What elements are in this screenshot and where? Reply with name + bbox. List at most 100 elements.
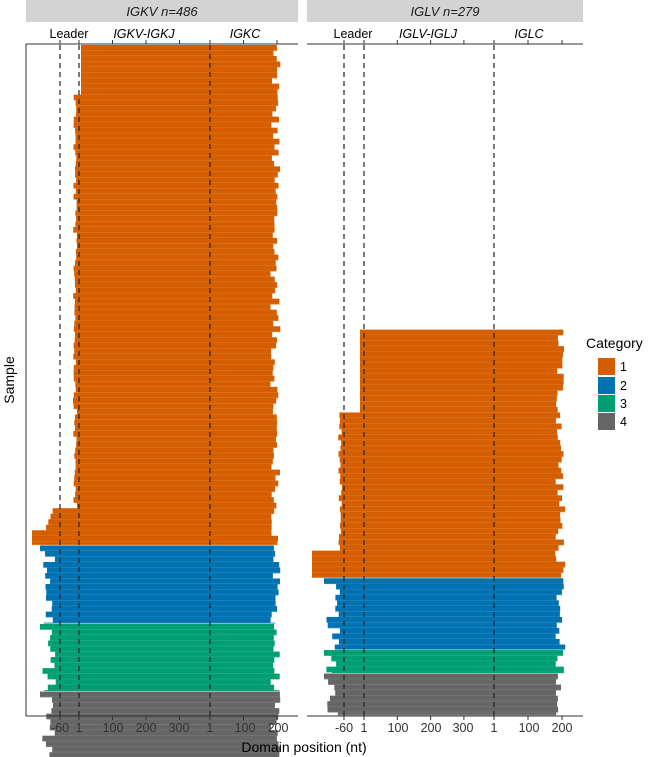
sample-bar — [74, 276, 275, 283]
sample-bar — [360, 395, 557, 402]
tick-label: 1 — [207, 721, 214, 735]
sample-bar — [47, 684, 275, 691]
sample-bar — [324, 650, 564, 656]
sample-bar — [73, 480, 279, 487]
sample-bar — [40, 545, 274, 552]
sample-bar — [338, 639, 560, 645]
sample-bar — [53, 702, 275, 709]
sample-bar — [73, 193, 278, 200]
sample-bar — [338, 539, 564, 546]
sample-bar — [76, 436, 276, 443]
sample-bar — [75, 138, 280, 145]
sample-bar — [73, 342, 277, 349]
sample-bar — [326, 616, 563, 623]
sample-bar — [75, 166, 281, 173]
legend-label-2: 2 — [620, 379, 627, 393]
sample-bar — [360, 340, 559, 347]
strip-background-iglv — [307, 0, 583, 22]
sample-bar — [75, 100, 279, 106]
sample-bar — [341, 440, 561, 446]
sample-bar — [73, 431, 278, 437]
sample-bar — [73, 364, 274, 371]
sample-bar — [52, 697, 281, 703]
legend-swatch-2 — [598, 377, 615, 394]
sample-bar — [338, 467, 562, 474]
sample-bar — [75, 315, 279, 322]
sample-bar — [55, 651, 280, 658]
sample-bar — [75, 381, 271, 388]
sample-bar — [73, 94, 278, 101]
sample-bar — [52, 746, 280, 753]
sample-bar — [76, 177, 275, 184]
sample-bar — [342, 484, 564, 491]
tick-label: 1 — [76, 721, 83, 735]
legend-label-3: 3 — [620, 397, 627, 411]
sample-bar — [74, 419, 278, 426]
sample-bar — [339, 412, 561, 419]
sample-bar — [52, 508, 275, 515]
sample-bar — [76, 111, 273, 117]
sample-bar — [73, 497, 274, 503]
sample-bar — [32, 541, 278, 546]
sample-bar — [47, 567, 281, 574]
sample-bar — [334, 644, 566, 651]
sample-bar — [46, 741, 279, 747]
sample-bar — [360, 379, 564, 386]
sample-bar — [360, 368, 558, 375]
sample-bar — [76, 204, 278, 211]
legend-title: Category — [586, 335, 643, 351]
sample-bar — [360, 351, 564, 358]
sample-bar — [339, 534, 556, 540]
sample-bar — [75, 282, 277, 288]
sample-bar — [76, 199, 277, 206]
sample-bar — [74, 469, 280, 476]
sample-bar — [77, 243, 274, 250]
sample-bar — [73, 122, 272, 129]
sample-bar — [50, 646, 274, 652]
sample-bar — [81, 61, 281, 68]
sample-bar — [340, 417, 556, 424]
sample-bar — [74, 453, 274, 459]
sample-bar — [74, 475, 276, 481]
x-ticks-iglv: -60 1 100 200 300 1 100 200 — [335, 721, 573, 735]
sample-bar — [360, 406, 558, 413]
sample-bar — [312, 561, 566, 568]
sample-bar — [75, 486, 276, 492]
sample-bar — [324, 578, 564, 585]
sample-bar — [331, 655, 558, 662]
sample-bar — [76, 359, 275, 366]
top-label-constant-igkv: IGKC — [230, 27, 262, 41]
sample-bar — [334, 684, 561, 691]
sample-bar — [73, 403, 274, 410]
sample-bar — [44, 690, 280, 692]
tick-label: 200 — [552, 721, 573, 735]
sample-bar — [75, 127, 278, 134]
tick-label: 200 — [136, 721, 157, 735]
sample-bar — [50, 513, 272, 520]
sample-bar — [75, 287, 276, 294]
x-ticks-igkv: -60 1 100 200 300 1 100 200 — [51, 721, 289, 735]
sample-bar — [75, 447, 274, 454]
sample-bar — [73, 326, 281, 333]
sample-bar — [75, 160, 275, 167]
sample-bar — [75, 331, 273, 338]
sample-bar — [75, 149, 279, 156]
sample-bar — [75, 133, 274, 140]
sample-bar — [51, 708, 280, 714]
sample-bar — [312, 550, 556, 557]
sample-bar — [32, 535, 278, 542]
dashed-lines-igkv — [59, 40, 278, 720]
sample-bar — [75, 221, 275, 228]
sample-bar — [48, 519, 272, 526]
sample-bar — [339, 589, 562, 596]
panel-iglv: IGLV n=279 Leader IGLV-IGLJ IGLC -60 1 1… — [307, 0, 583, 735]
sample-bar — [42, 735, 277, 742]
sample-bar — [52, 600, 276, 607]
top-label-constant-iglv: IGLC — [514, 27, 544, 41]
sample-bar — [81, 78, 272, 84]
sample-bar — [50, 635, 274, 641]
sample-bar — [51, 629, 277, 636]
sample-bar — [339, 478, 556, 485]
sample-bar — [337, 712, 557, 716]
panel-igkv: IGKV n=486 Leader IGKV-IGKJ IGKC -60 1 1… — [25, 0, 298, 757]
